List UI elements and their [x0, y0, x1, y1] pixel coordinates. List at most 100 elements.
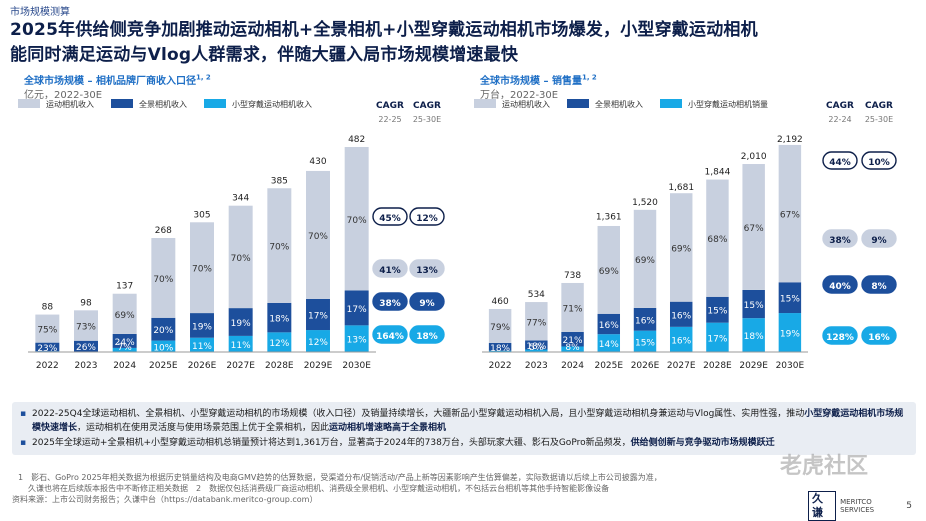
segment-label: 16%: [671, 336, 691, 346]
segment-label: 18%: [269, 315, 289, 325]
page-title: 2025年供给侧竞争加剧推动运动相机+全景相机+小型穿戴运动相机市场爆发，小型穿…: [10, 18, 915, 68]
legend-swatch-0: [18, 99, 40, 108]
total-label: 344: [232, 194, 249, 204]
segment-label: 70%: [308, 232, 328, 242]
legend-label-0: 运动相机收入: [46, 99, 94, 109]
legend-label-1: 全景相机收入: [139, 99, 187, 109]
finding-1: ▪2022-25Q4全球运动相机、全景相机、小型穿戴运动相机的市场规模（收入口径…: [20, 407, 908, 435]
segment-label: 14%: [599, 340, 619, 350]
total-label: 430: [309, 157, 326, 167]
segment-label: 19%: [192, 322, 212, 332]
total-label: 738: [564, 271, 581, 281]
logo-mark: 久谦: [808, 491, 836, 521]
chart-left-title: 全球市场规模 – 相机品牌厂商收入口径1, 2: [24, 72, 211, 87]
source-note: 资料来源：上市公司财务报告；久谦中台（https://databank.meri…: [12, 494, 772, 505]
segment-label: 67%: [744, 224, 764, 234]
x-tick-label: 2027E: [667, 361, 696, 371]
segment-label: 69%: [115, 311, 135, 321]
segment-label: 70%: [153, 275, 173, 285]
cagr-value: 9%: [871, 236, 886, 246]
segment-label: 15%: [635, 338, 655, 348]
segment-label: 12%: [269, 339, 289, 349]
segment-label: 18%: [526, 342, 546, 352]
legend-label-2: 小型穿戴运动相机销量: [688, 99, 768, 109]
x-tick-label: 2029E: [739, 361, 768, 371]
segment-label: 13%: [347, 336, 367, 346]
cagr-value: 18%: [416, 332, 438, 342]
total-label: 1,681: [668, 183, 694, 193]
section-tag: 市场规模测算: [10, 3, 70, 18]
cagr-period-2: 25-30E: [413, 115, 441, 124]
segment-label: 70%: [192, 265, 212, 275]
segment-label: 15%: [707, 307, 727, 317]
legend-swatch-1: [567, 99, 589, 108]
cagr-value: 16%: [868, 333, 890, 343]
logo-text: MERITCO SERVICES: [840, 498, 902, 514]
page-number: 5: [906, 501, 912, 511]
segment-label: 11%: [192, 342, 212, 352]
cagr-header-2: CAGR: [865, 101, 893, 111]
total-label: 534: [528, 290, 545, 300]
segment-label: 18%: [744, 332, 764, 342]
x-tick-label: 2022: [489, 361, 512, 371]
total-label: 305: [193, 210, 210, 220]
cagr-header-1: CAGR: [376, 101, 404, 111]
segment-label: 19%: [231, 319, 251, 329]
x-tick-label: 2026E: [188, 361, 217, 371]
x-tick-label: 2030E: [776, 361, 805, 371]
segment-label: 12%: [308, 338, 328, 348]
legend-label-2: 小型穿戴运动相机收入: [232, 99, 312, 109]
segment-label: 19%: [780, 330, 800, 340]
total-label: 98: [80, 298, 92, 308]
cagr-period-2: 25-30E: [865, 115, 893, 124]
legend-swatch-0: [474, 99, 496, 108]
segment-label: 70%: [231, 254, 251, 264]
cagr-value: 45%: [379, 214, 401, 224]
segment-label: 11%: [231, 341, 251, 351]
segment-label: 15%: [744, 301, 764, 311]
total-label: 137: [116, 282, 133, 292]
segment-label: 77%: [526, 318, 546, 328]
x-tick-label: 2026E: [631, 361, 660, 371]
cagr-value: 40%: [829, 282, 851, 292]
segment-label: 17%: [707, 334, 727, 344]
cagr-header-2: CAGR: [413, 101, 441, 111]
cagr-value: 44%: [829, 158, 851, 168]
segment-label: 71%: [563, 304, 583, 314]
footnote-2: 久谦也将在后续版本报告中不断修正相关数据 2 数据仅包括消费级厂商运动相机、消费…: [28, 483, 772, 494]
headline-line-1: 2025年供给侧竞争加剧推动运动相机+全景相机+小型穿戴运动相机市场爆发，小型穿…: [10, 18, 915, 43]
legend-swatch-1: [111, 99, 133, 108]
total-label: 2,010: [741, 152, 767, 162]
total-label: 1,520: [632, 198, 658, 208]
segment-label: 17%: [308, 312, 328, 322]
total-label: 88: [42, 303, 54, 313]
x-tick-label: 2029E: [304, 361, 333, 371]
total-label: 2,192: [777, 135, 803, 145]
cagr-value: 8%: [871, 282, 886, 292]
segment-label: 16%: [635, 316, 655, 326]
cagr-value: 12%: [416, 214, 438, 224]
brand-logo: 久谦 MERITCO SERVICES 5: [808, 496, 912, 516]
finding-2: ▪2025年全球运动+全景相机+小型穿戴运动相机总销量预计将达到1,361万台，…: [20, 436, 908, 450]
total-label: 1,844: [705, 168, 731, 178]
segment-label: 69%: [635, 256, 655, 266]
segment-label: 15%: [780, 295, 800, 305]
cagr-value: 164%: [376, 332, 404, 342]
segment-label: 21%: [563, 336, 583, 346]
segment-label: 69%: [599, 267, 619, 277]
segment-label: 67%: [780, 211, 800, 221]
segment-label: 75%: [37, 326, 57, 336]
segment-label: 24%: [115, 338, 135, 348]
segment-label: 69%: [671, 244, 691, 254]
x-tick-label: 2027E: [226, 361, 255, 371]
total-label: 268: [155, 226, 172, 236]
cagr-value: 9%: [419, 299, 434, 309]
total-label: 460: [492, 297, 509, 307]
x-tick-label: 2024: [561, 361, 584, 371]
x-tick-label: 2023: [525, 361, 548, 371]
legend-swatch-2: [660, 99, 682, 108]
legend-label-0: 运动相机收入: [502, 99, 550, 109]
segment-label: 16%: [671, 311, 691, 321]
